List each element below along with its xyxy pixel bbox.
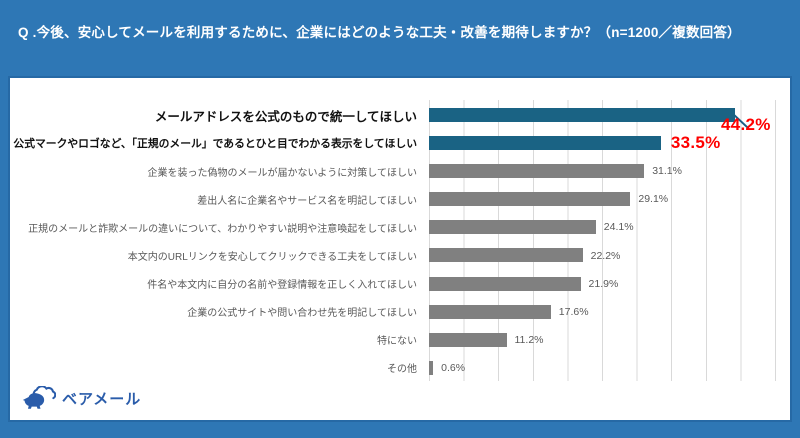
chart-row: 正規のメールと詐欺メールの違いについて、わかりやすい説明や注意喚起をしてほしい 2… — [10, 213, 790, 241]
category-label: 差出人名に企業名やサービス名を明記してほしい — [197, 195, 417, 207]
bar — [429, 276, 581, 291]
value-label: 21.9% — [588, 277, 619, 290]
value-label: 31.1% — [652, 165, 682, 178]
bar — [429, 164, 645, 179]
bearmail-logo: ベアメール — [22, 386, 141, 411]
category-label: 公式マークやロゴなど、「正規のメール」であるとひと目でわかる表示をしてほしい — [13, 138, 417, 151]
bar — [429, 304, 551, 319]
bar — [429, 220, 596, 235]
chart-row: 本文内のURLリンクを安心してクリックできる工夫をしてほしい 22.2% — [10, 241, 790, 269]
value-label: 22.2% — [590, 249, 621, 262]
bar-track: 11.2% — [429, 326, 775, 354]
category-label: 企業の公式サイトや問い合わせ先を明記してほしい — [187, 308, 417, 320]
value-label: 44.2% — [721, 115, 771, 134]
bar — [429, 248, 583, 263]
bar — [429, 136, 661, 151]
bar-track: 0.6% — [429, 354, 775, 382]
bar — [429, 360, 434, 375]
chart-row: 公式マークやロゴなど、「正規のメール」であるとひと目でわかる表示をしてほしい 33… — [10, 129, 790, 157]
chart-row: 差出人名に企業名やサービス名を明記してほしい 29.1% — [10, 185, 790, 213]
category-label: 件名や本文内に自分の名前や登録情報を正しく入れてほしい — [147, 280, 417, 292]
bar-track: 21.9% — [429, 270, 775, 298]
value-label: 11.2% — [514, 333, 544, 346]
bar — [429, 108, 735, 122]
bar-track: 17.6% — [429, 298, 775, 326]
bar-track: 29.1% — [429, 185, 775, 213]
category-label: 企業を装った偽物のメールが届かないように対策してほしい — [147, 167, 418, 179]
value-label: 17.6% — [558, 305, 589, 318]
category-label: メールアドレスを公式のもので統一してほしい — [154, 109, 417, 124]
bar-track: 44.2% — [429, 101, 775, 134]
chart-row: メールアドレスを公式のもので統一してほしい 44.2% — [10, 101, 790, 134]
value-label: 24.1% — [603, 221, 634, 234]
question-header: Q .今後、安心してメールを利用するために、企業にはどのような工夫・改善を期待し… — [0, 0, 800, 57]
category-label: その他 — [387, 364, 417, 376]
bar-track: 33.5% — [429, 129, 775, 157]
chart-row: 企業の公式サイトや問い合わせ先を明記してほしい 17.6% — [10, 298, 790, 326]
category-label: 特にない — [377, 336, 417, 348]
bar — [429, 192, 631, 207]
logo-text: ベアメール — [62, 391, 142, 408]
survey-question-title: Q .今後、安心してメールを利用するために、企業にはどのような工夫・改善を期待し… — [18, 25, 741, 40]
bear-cloud-icon — [22, 386, 56, 409]
value-label: 0.6% — [441, 361, 466, 374]
bar-track: 31.1% — [429, 157, 775, 185]
chart-card: メールアドレスを公式のもので統一してほしい 44.2% 公式マークやロゴなど、「正規… — [10, 78, 790, 420]
value-label: 29.1% — [638, 193, 669, 206]
bar-track: 24.1% — [429, 213, 775, 241]
bar-track: 22.2% — [429, 241, 775, 269]
chart-row: 企業を装った偽物のメールが届かないように対策してほしい 31.1% — [10, 157, 790, 185]
bar — [429, 332, 507, 347]
bar-chart: メールアドレスを公式のもので統一してほしい 44.2% 公式マークやロゴなど、「正規… — [10, 101, 790, 382]
value-label: 33.5% — [670, 133, 721, 153]
chart-row: 件名や本文内に自分の名前や登録情報を正しく入れてほしい 21.9% — [10, 270, 790, 298]
category-label: 正規のメールと詐欺メールの違いについて、わかりやすい説明や注意喚起をしてほしい — [28, 223, 417, 235]
chart-row: その他 0.6% — [10, 354, 790, 382]
chart-row: 特にない 11.2% — [10, 326, 790, 354]
category-label: 本文内のURLリンクを安心してクリックできる工夫をしてほしい — [127, 252, 417, 264]
